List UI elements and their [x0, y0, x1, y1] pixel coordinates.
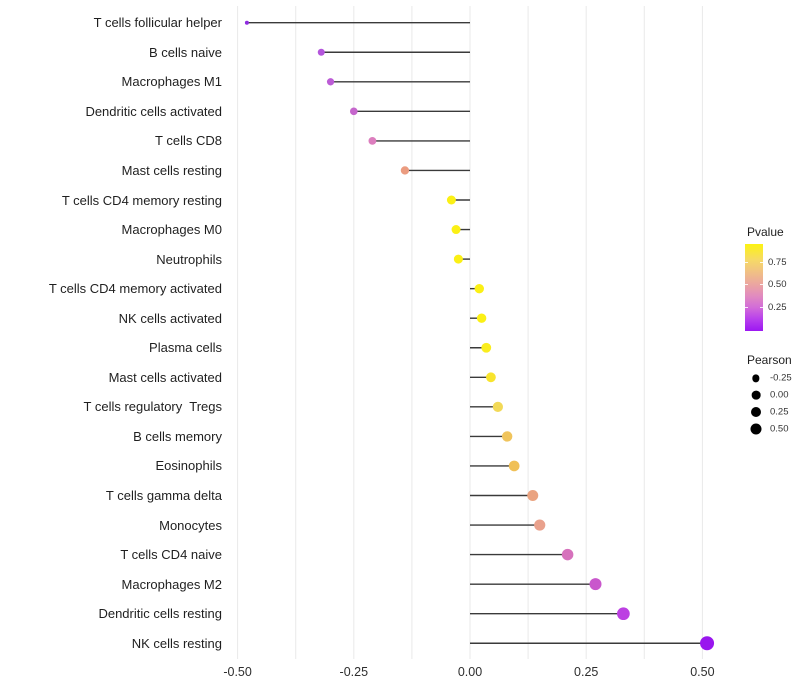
lollipop-dot	[476, 313, 487, 323]
lollipop-dot	[508, 460, 520, 472]
lollipop-dot	[561, 548, 574, 561]
lollipop-dot	[317, 48, 325, 56]
y-axis-label: NK cells activated	[118, 310, 222, 326]
x-axis-tick-label: 0.25	[574, 665, 599, 679]
lollipop-dot	[534, 519, 546, 531]
pvalue-tick-mark	[745, 284, 748, 286]
lollipop-dot	[368, 137, 377, 145]
y-axis-label: Mast cells activated	[108, 369, 222, 385]
pearson-legend-dot	[750, 423, 762, 435]
y-axis-label: B cells memory	[133, 428, 222, 444]
lollipop-dot	[400, 166, 410, 175]
lollipop-dot	[481, 342, 492, 353]
pearson-legend-label: 0.25	[770, 406, 789, 418]
pvalue-gradient-bar	[745, 244, 763, 331]
y-axis-label: Plasma cells	[149, 340, 222, 356]
x-axis-tick-label: -0.50	[223, 665, 252, 679]
lollipop-dot	[492, 401, 503, 412]
y-axis-label: Neutrophils	[156, 251, 222, 267]
y-axis-label: Macrophages M1	[121, 74, 222, 90]
y-axis-label: T cells CD4 memory activated	[48, 281, 222, 297]
lollipop-dot	[326, 78, 335, 86]
lollipop-dot	[617, 607, 630, 621]
y-axis-label: Mast cells resting	[121, 162, 222, 178]
pearson-legend-dot	[751, 390, 761, 400]
lollipop-dot	[244, 20, 249, 25]
pearson-legend-dot	[751, 406, 761, 417]
pvalue-tick-label: 0.25	[768, 301, 787, 313]
y-axis-label: T cells CD4 memory resting	[61, 192, 222, 208]
pvalue-tick-mark	[745, 262, 748, 264]
lollipop-dot	[474, 283, 484, 294]
pearson-legend-label: 0.50	[770, 422, 789, 434]
pvalue-tick-mark	[760, 307, 763, 309]
y-axis-label: T cells regulatory Tregs	[83, 399, 222, 415]
pvalue-tick-label: 0.75	[768, 256, 787, 268]
y-axis-label: B cells naive	[149, 44, 222, 60]
y-axis-label: T cells CD8	[155, 133, 222, 149]
y-axis-label: T cells CD4 naive	[120, 547, 222, 563]
pvalue-tick-mark	[745, 307, 748, 309]
pearson-legend-label: -0.25	[770, 372, 792, 384]
y-axis-label: T cells gamma delta	[105, 488, 222, 503]
lollipop-dot	[527, 490, 539, 501]
lollipop-dot	[486, 372, 496, 383]
lollipop-dot	[700, 636, 715, 651]
lollipop-dot	[453, 254, 463, 264]
x-axis-tick-label: 0.50	[690, 665, 715, 679]
lollipop-dot	[451, 225, 461, 235]
lollipop-dot	[446, 195, 456, 205]
pearson-legend-dot	[752, 374, 760, 382]
y-axis-label: Dendritic cells activated	[85, 103, 222, 119]
pvalue-tick-mark	[760, 284, 763, 286]
lollipop-dot	[501, 431, 513, 442]
pearson-legend-label: 0.00	[770, 389, 789, 401]
lollipop-dot	[350, 107, 358, 116]
lollipop-dot	[589, 578, 602, 591]
pvalue-tick-mark	[760, 262, 763, 264]
y-axis-label: NK cells resting	[131, 635, 222, 651]
pearson-legend-title: Pearson	[747, 353, 792, 367]
y-axis-label: Eosinophils	[155, 458, 223, 474]
legend: Pvalue 0.75 0.50 0.25 Pearson -0.25 0.00 0.2…	[733, 0, 800, 700]
x-axis-tick-label: 0.00	[457, 665, 483, 679]
y-axis-label: Macrophages M0	[121, 222, 222, 238]
y-axis-label: Dendritic cells resting	[98, 606, 222, 622]
y-axis-label: Macrophages M2	[121, 576, 222, 592]
y-axis-label: Monocytes	[159, 517, 222, 533]
x-axis-tick-label: -0.25	[339, 665, 369, 679]
pvalue-tick-label: 0.50	[768, 278, 787, 290]
y-axis-label: T cells follicular helper	[93, 15, 222, 31]
pvalue-legend-title: Pvalue	[747, 225, 784, 239]
